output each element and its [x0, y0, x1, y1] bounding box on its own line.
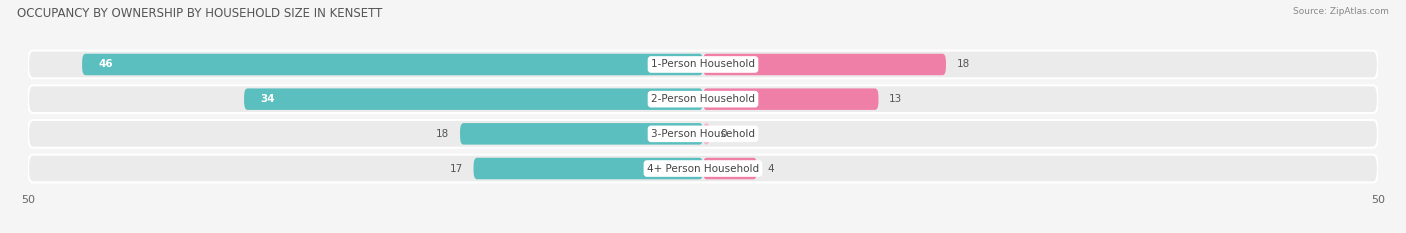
Text: 1-Person Household: 1-Person Household [651, 59, 755, 69]
Text: OCCUPANCY BY OWNERSHIP BY HOUSEHOLD SIZE IN KENSETT: OCCUPANCY BY OWNERSHIP BY HOUSEHOLD SIZE… [17, 7, 382, 20]
Text: 4: 4 [768, 164, 775, 174]
FancyBboxPatch shape [703, 54, 946, 75]
Text: 18: 18 [436, 129, 450, 139]
FancyBboxPatch shape [28, 51, 1378, 78]
FancyBboxPatch shape [703, 88, 879, 110]
Text: 17: 17 [450, 164, 463, 174]
Text: 0: 0 [720, 129, 727, 139]
Text: 2-Person Household: 2-Person Household [651, 94, 755, 104]
FancyBboxPatch shape [245, 88, 703, 110]
FancyBboxPatch shape [28, 120, 1378, 148]
FancyBboxPatch shape [474, 158, 703, 179]
Text: 46: 46 [98, 59, 112, 69]
FancyBboxPatch shape [28, 85, 1378, 113]
FancyBboxPatch shape [703, 123, 710, 145]
Text: 13: 13 [889, 94, 903, 104]
FancyBboxPatch shape [460, 123, 703, 145]
FancyBboxPatch shape [703, 158, 756, 179]
FancyBboxPatch shape [82, 54, 703, 75]
FancyBboxPatch shape [28, 155, 1378, 182]
Text: Source: ZipAtlas.com: Source: ZipAtlas.com [1294, 7, 1389, 16]
Text: 18: 18 [956, 59, 970, 69]
Text: 3-Person Household: 3-Person Household [651, 129, 755, 139]
Text: 34: 34 [260, 94, 276, 104]
Text: 4+ Person Household: 4+ Person Household [647, 164, 759, 174]
